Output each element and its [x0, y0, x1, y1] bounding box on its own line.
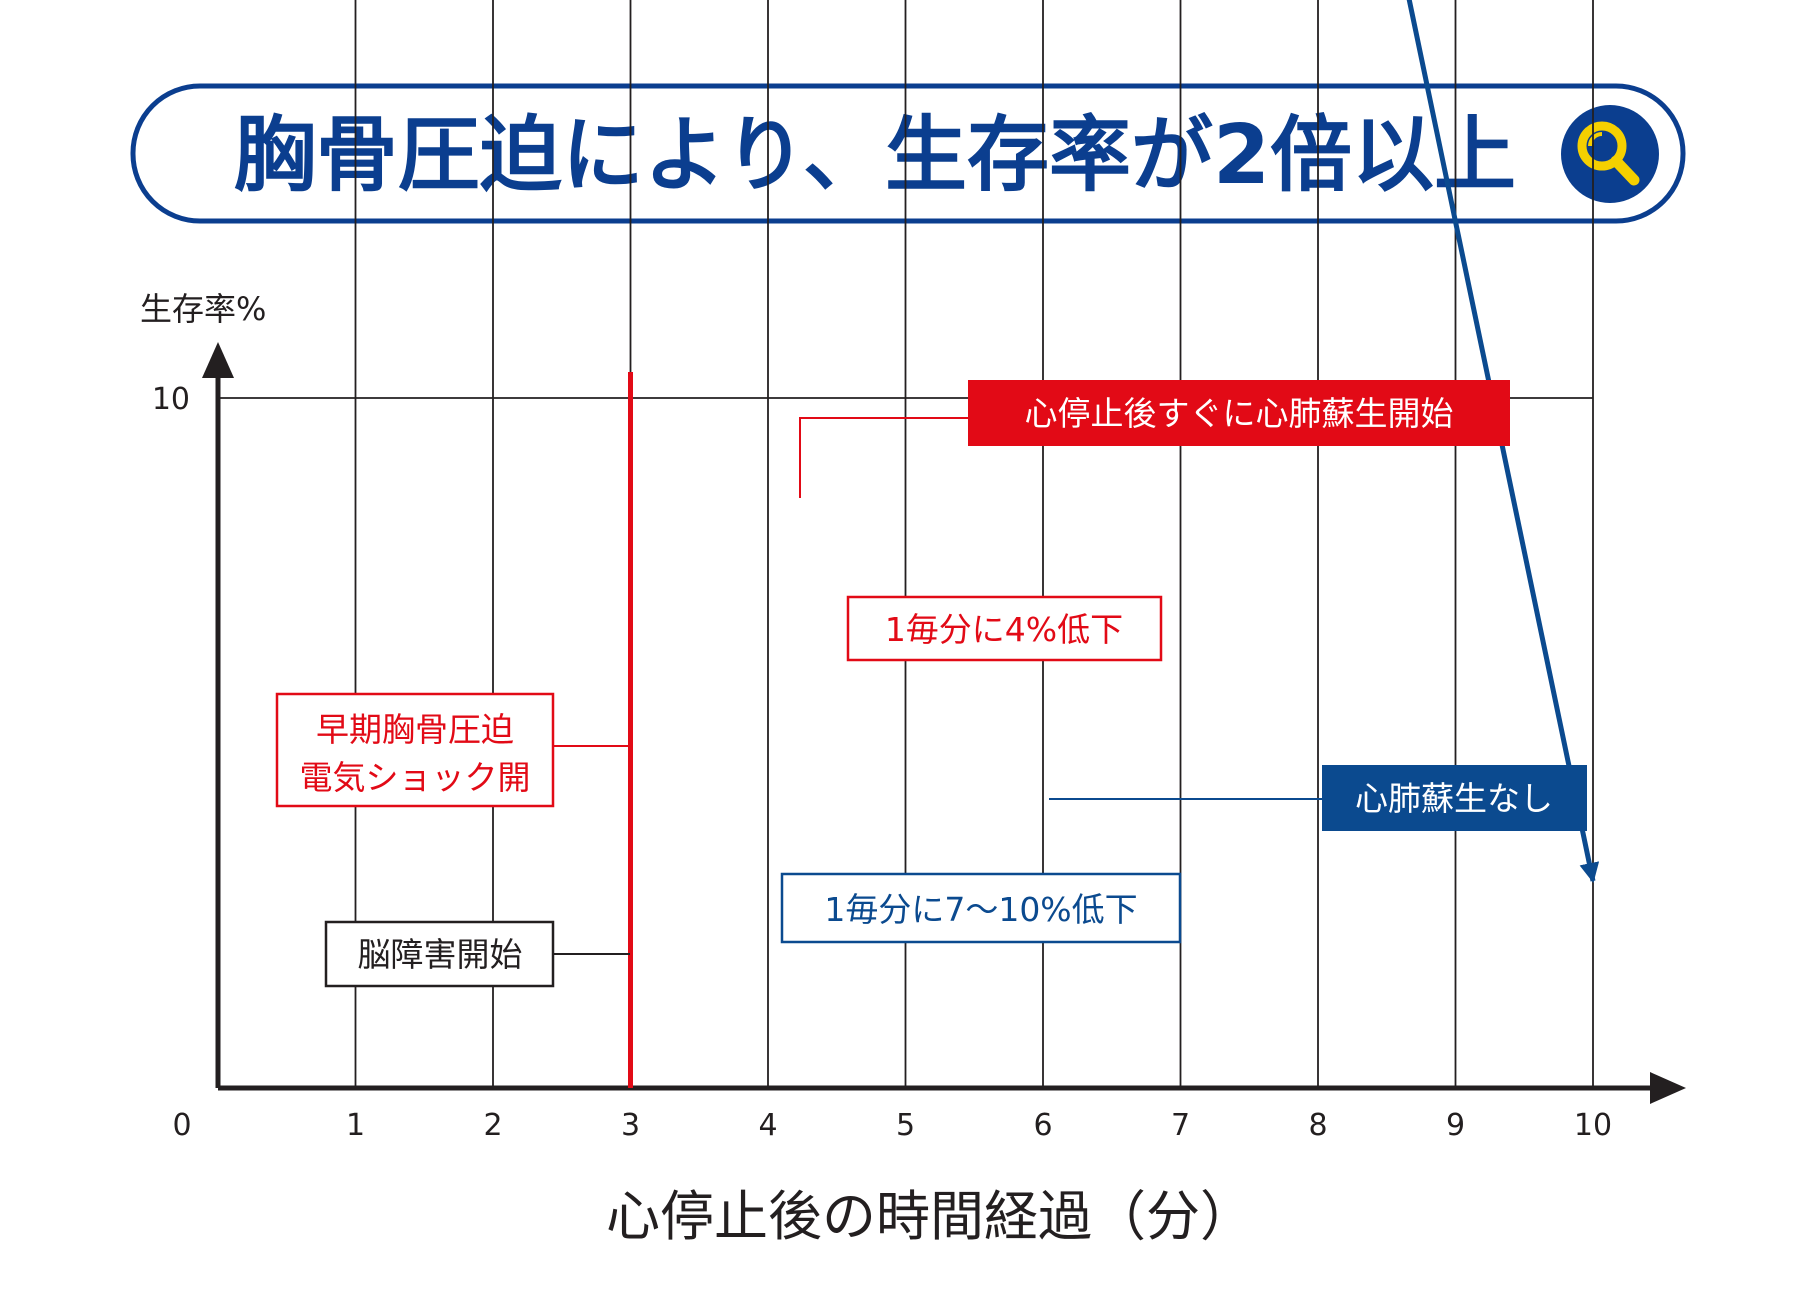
axes [202, 342, 1686, 1104]
x-axis-label: 心停止後の時間経過（分） [606, 1185, 1254, 1248]
annotation-blue-series: 心肺蘇生なし [1322, 765, 1587, 831]
leader-red-series [799, 417, 968, 498]
chart-title: 胸骨圧迫により、生存率が2倍以上 [234, 108, 1516, 203]
leader-lines [553, 417, 1322, 955]
x-tick-label: 9 [1446, 1108, 1465, 1143]
x-tick-label: 2 [483, 1108, 502, 1143]
x-tick-label: 5 [896, 1108, 915, 1143]
x-tick-label: 6 [1033, 1108, 1052, 1143]
x-tick-label: 10 [1574, 1108, 1612, 1143]
annotation-blue-series-text: 心肺蘇生なし [1355, 779, 1553, 818]
annotation-red-series-text: 心停止後すぐに心肺蘇生開始 [1025, 394, 1454, 433]
annotation-blue-rate-text: 1毎分に7〜10%低下 [824, 890, 1137, 929]
x-tick-label: 3 [621, 1108, 640, 1143]
x-tick-label: 7 [1171, 1108, 1190, 1143]
y-axis-label: 生存率% [140, 290, 266, 328]
x-tick-label: 4 [758, 1108, 777, 1143]
tick-labels: 012345678910102030405060708090100 [152, 382, 1612, 1143]
x-tick-label: 1 [346, 1108, 365, 1143]
x-axis-arrow [1650, 1072, 1686, 1104]
x-tick-label: 8 [1308, 1108, 1327, 1143]
annotation-red-series: 心停止後すぐに心肺蘇生開始 [968, 380, 1510, 446]
annotation-brain: 脳障害開始 [324, 920, 555, 988]
x-tick-label: 0 [172, 1108, 191, 1143]
y-tick-label: 10 [152, 382, 190, 417]
magnifier-icon [1561, 105, 1659, 203]
annotation-red-rate-text: 1毎分に4%低下 [885, 610, 1123, 649]
annotation-early-line2: 電気ショック開 [300, 758, 531, 797]
annotation-blue-rate: 1毎分に7〜10%低下 [780, 872, 1182, 944]
title-banner [130, 83, 1686, 224]
annotation-early-line1: 早期胸骨圧迫 [316, 710, 514, 749]
annotation-red-rate: 1毎分に4%低下 [846, 595, 1163, 662]
annotation-early: 早期胸骨圧迫 電気ショック開 [275, 692, 555, 808]
y-axis-arrow [202, 342, 234, 378]
annotation-brain-text: 脳障害開始 [358, 935, 523, 974]
